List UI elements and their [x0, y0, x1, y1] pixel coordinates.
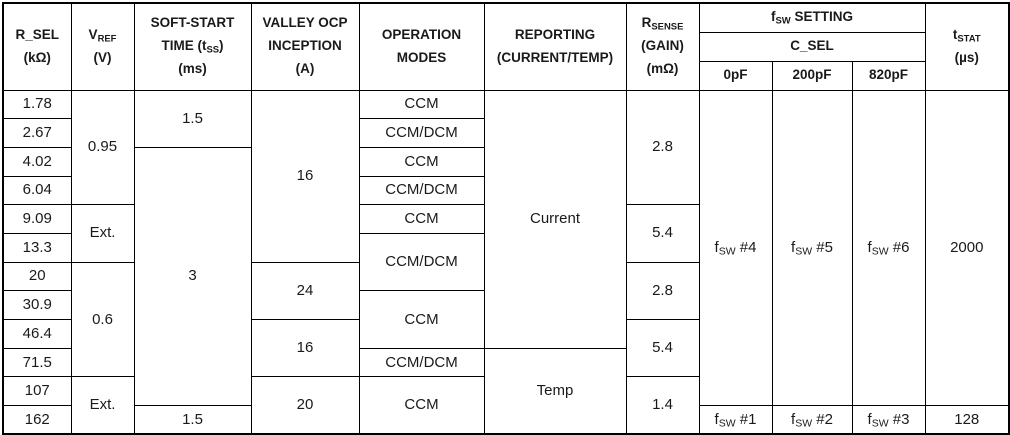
header-r-sense: RSENSE (GAIN) (mΩ) — [625, 2, 700, 91]
cell-v-ref: Ext. — [70, 376, 135, 435]
cell-r-sense: 5.4 — [625, 318, 700, 378]
cell-valley-ocp: 16 — [250, 318, 360, 378]
cell-fsw-820pf: fSW #6 — [851, 89, 926, 407]
table-row: 162 1.5 fSW #1 fSW #2 fSW #3 128 — [2, 405, 1010, 435]
cell-operation-mode: CCM — [358, 376, 485, 435]
cell-r-sense: 5.4 — [625, 204, 700, 263]
cell-soft-start-time: 1.5 — [133, 89, 252, 148]
cell-r-sel: 107 — [2, 376, 72, 407]
header-r-sense-line1: RSENSE — [641, 15, 684, 33]
cell-r-sel: 20 — [2, 261, 72, 292]
header-v-ref: VREF (V) — [70, 2, 135, 91]
cell-operation-mode: CCM — [358, 290, 485, 349]
cell-v-ref: 0.6 — [70, 261, 135, 378]
header-r-sense-line3: (mΩ) — [646, 61, 679, 77]
cell-v-ref: 0.95 — [70, 89, 135, 206]
table-row: 4.02 3 CCM — [2, 146, 1009, 407]
header-fsw-setting: fSW SETTING — [698, 2, 926, 33]
header-soft-start-line2: TIME (tSS) — [161, 38, 224, 56]
cell-soft-start-time: 3 — [133, 146, 252, 407]
header-valley-ocp: VALLEY OCP INCEPTION (A) — [250, 2, 360, 91]
header-r-sel-line2: (kΩ) — [23, 49, 51, 65]
header-r-sel: R_SEL (kΩ) — [2, 2, 72, 91]
cell-fsw-820pf: fSW #3 — [851, 405, 926, 435]
header-r-sense-line2: (GAIN) — [641, 38, 684, 54]
cell-fsw-200pf: fSW #2 — [771, 405, 853, 435]
header-valley-ocp-line2: INCEPTION — [268, 38, 342, 54]
header-soft-start-time: SOFT-START TIME (tSS) (ms) — [133, 2, 252, 91]
table-row: 1.78 0.95 1.5 16 CCM Current 2.8 fSW #4 … — [2, 89, 1010, 407]
table-row: 2.67 CCM/DCM — [2, 118, 1009, 148]
cell-t-stat: 2000 — [924, 89, 1010, 407]
cell-operation-mode: CCM/DCM — [358, 118, 485, 148]
cell-soft-start-time: 1.5 — [133, 405, 252, 435]
header-cap-820pf: 820pF — [851, 60, 926, 91]
header-c-sel: C_SEL — [698, 31, 926, 62]
table-row: 20 0.6 24 2.8 — [2, 261, 1009, 378]
header-reporting-line2: (CURRENT/TEMP) — [496, 49, 614, 65]
cell-r-sense: 1.4 — [625, 376, 700, 435]
header-valley-ocp-line3: (A) — [295, 61, 315, 77]
header-v-ref-line2: (V) — [93, 49, 112, 65]
cell-r-sense: 2.8 — [625, 261, 700, 321]
cell-fsw-0pf: fSW #1 — [698, 405, 773, 435]
header-valley-ocp-line1: VALLEY OCP — [262, 15, 348, 31]
header-t-stat-line1: tSTAT — [952, 26, 981, 45]
cell-operation-mode: CCM — [358, 146, 485, 177]
table-row: 107 Ext. 20 CCM 1.4 — [2, 376, 1009, 435]
cell-r-sel: 13.3 — [2, 232, 72, 263]
header-reporting: REPORTING (CURRENT/TEMP) — [483, 2, 627, 91]
cell-r-sel: 46.4 — [2, 319, 72, 349]
cell-reporting: Current — [483, 89, 627, 349]
header-cap-0pf: 0pF — [698, 60, 773, 91]
cell-fsw-200pf: fSW #5 — [771, 89, 853, 407]
table-row: 30.9 CCM — [2, 290, 1009, 349]
header-operation-modes-line1: OPERATION — [381, 26, 462, 42]
cell-valley-ocp: 20 — [250, 376, 360, 435]
header-r-sel-line1: R_SEL — [15, 26, 59, 42]
cell-r-sel: 6.04 — [2, 175, 72, 206]
cell-v-ref: Ext. — [70, 204, 135, 263]
cell-valley-ocp: 24 — [250, 261, 360, 321]
cell-r-sel: 71.5 — [2, 347, 72, 378]
table-row: 71.5 CCM/DCM Temp — [2, 347, 1009, 435]
header-operation-modes: OPERATION MODES — [358, 2, 485, 91]
cell-r-sel: 2.67 — [2, 118, 72, 148]
cell-r-sel: 30.9 — [2, 290, 72, 320]
cell-r-sel: 1.78 — [2, 89, 72, 120]
header-cap-200pf: 200pF — [771, 60, 853, 91]
header-t-stat-line2: (µs) — [954, 49, 979, 65]
header-t-stat: tSTAT (µs) — [924, 2, 1010, 91]
cell-operation-mode: CCM — [358, 89, 485, 120]
cell-r-sel: 4.02 — [2, 146, 72, 177]
cell-operation-mode: CCM/DCM — [358, 232, 485, 292]
cell-r-sel: 9.09 — [2, 204, 72, 234]
table-row: 13.3 CCM/DCM — [2, 232, 1009, 292]
cell-operation-mode: CCM — [358, 204, 485, 234]
cell-fsw-0pf: fSW #4 — [698, 89, 773, 407]
cell-reporting: Temp — [483, 347, 627, 435]
table-row: 6.04 CCM/DCM — [2, 175, 1009, 206]
cell-operation-mode: CCM/DCM — [358, 347, 485, 378]
table-row: 46.4 16 5.4 — [2, 318, 1009, 378]
cell-r-sense: 2.8 — [625, 89, 700, 206]
cell-valley-ocp: 16 — [250, 89, 360, 263]
header-v-ref-line1: VREF — [88, 26, 117, 45]
header-reporting-line1: REPORTING — [514, 26, 596, 42]
cell-operation-mode: CCM/DCM — [358, 175, 485, 206]
cell-r-sel: 162 — [2, 405, 72, 435]
header-soft-start-line1: SOFT-START — [150, 15, 235, 31]
header-soft-start-line3: (ms) — [178, 61, 207, 77]
header-operation-modes-line2: MODES — [396, 49, 447, 65]
cell-t-stat: 128 — [924, 405, 1010, 435]
